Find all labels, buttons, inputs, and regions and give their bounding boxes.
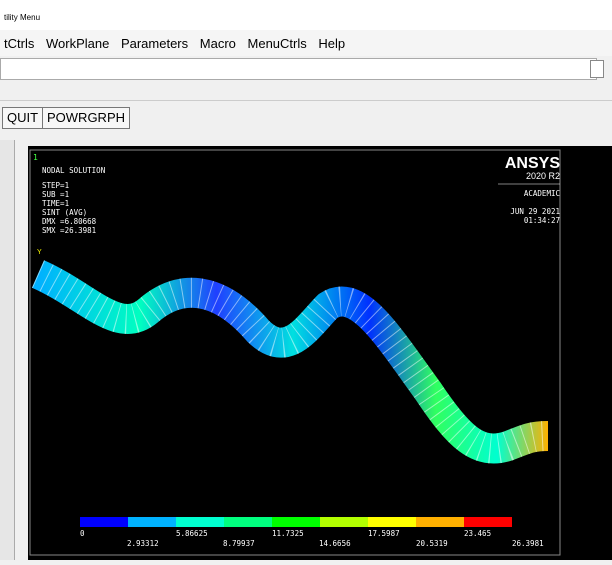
title-bar: tility Menu [0, 0, 612, 30]
info-line: SMX =26.3981 [42, 226, 96, 235]
toolbar-button[interactable]: POWRGRPH [42, 107, 130, 129]
legend-label: 5.86625 [176, 529, 208, 538]
info-block: NODAL SOLUTION STEP=1 SUB =1 TIME=1 SINT… [42, 166, 105, 235]
menu-item[interactable]: Parameters [121, 36, 188, 51]
legend-swatch [416, 517, 464, 527]
legend-label: 0 [80, 529, 85, 538]
legend-label: 17.5987 [368, 529, 400, 538]
window-title: tility Menu [4, 13, 40, 22]
window-number: 1 [33, 153, 38, 162]
mesh [38, 274, 548, 449]
legend-swatch [80, 517, 128, 527]
info-line: SINT (AVG) [42, 208, 87, 217]
date: JUN 29 2021 [510, 207, 560, 216]
legend-label: 11.7325 [272, 529, 304, 538]
license: ACADEMIC [524, 189, 560, 198]
menu-item[interactable]: Macro [200, 36, 236, 51]
menu-item[interactable]: Help [318, 36, 345, 51]
menu-item[interactable]: WorkPlane [46, 36, 109, 51]
legend-bar [80, 517, 512, 527]
toolbar-button[interactable]: QUIT [2, 107, 43, 129]
menu-item[interactable]: tCtrls [4, 36, 34, 51]
legend-label: 14.6656 [319, 539, 351, 548]
legend-label: 20.5319 [416, 539, 448, 548]
legend-swatch [128, 517, 176, 527]
graphics-canvas: 1 NODAL SOLUTION STEP=1 SUB =1 TIME=1 SI… [28, 146, 612, 560]
legend-swatch [464, 517, 512, 527]
legend-swatch [272, 517, 320, 527]
info-line: DMX =6.80668 [42, 217, 97, 226]
info-line: TIME=1 [42, 199, 69, 208]
side-panel [0, 140, 15, 560]
legend-label: 23.465 [464, 529, 491, 538]
legend-swatch [368, 517, 416, 527]
legend-label: 8.79937 [223, 539, 255, 548]
time: 01:34:27 [524, 216, 560, 225]
model [38, 274, 548, 449]
info-line: SUB =1 [42, 190, 69, 199]
version: 2020 R2 [526, 171, 560, 181]
screen: tility Menu tCtrls WorkPlane Parameters … [0, 0, 612, 560]
menu-bar: tCtrls WorkPlane Parameters Macro MenuCt… [0, 30, 612, 56]
logo: ANSYS [505, 155, 560, 172]
legend-label: 26.3981 [512, 539, 544, 548]
legend-labels: 0 5.86625 11.7325 17.5987 23.465 2.93312… [80, 529, 544, 548]
legend-swatch [320, 517, 368, 527]
dropdown-button[interactable] [590, 60, 604, 78]
legend-swatch [224, 517, 272, 527]
command-input[interactable] [0, 58, 597, 80]
graphics-window: 1 NODAL SOLUTION STEP=1 SUB =1 TIME=1 SI… [28, 146, 612, 560]
legend-swatch [176, 517, 224, 527]
legend-label: 2.93312 [127, 539, 159, 548]
menu-item[interactable]: MenuCtrls [248, 36, 307, 51]
info-line: STEP=1 [42, 181, 69, 190]
axis-label: Y [37, 249, 42, 256]
info-line: NODAL SOLUTION [42, 166, 105, 175]
